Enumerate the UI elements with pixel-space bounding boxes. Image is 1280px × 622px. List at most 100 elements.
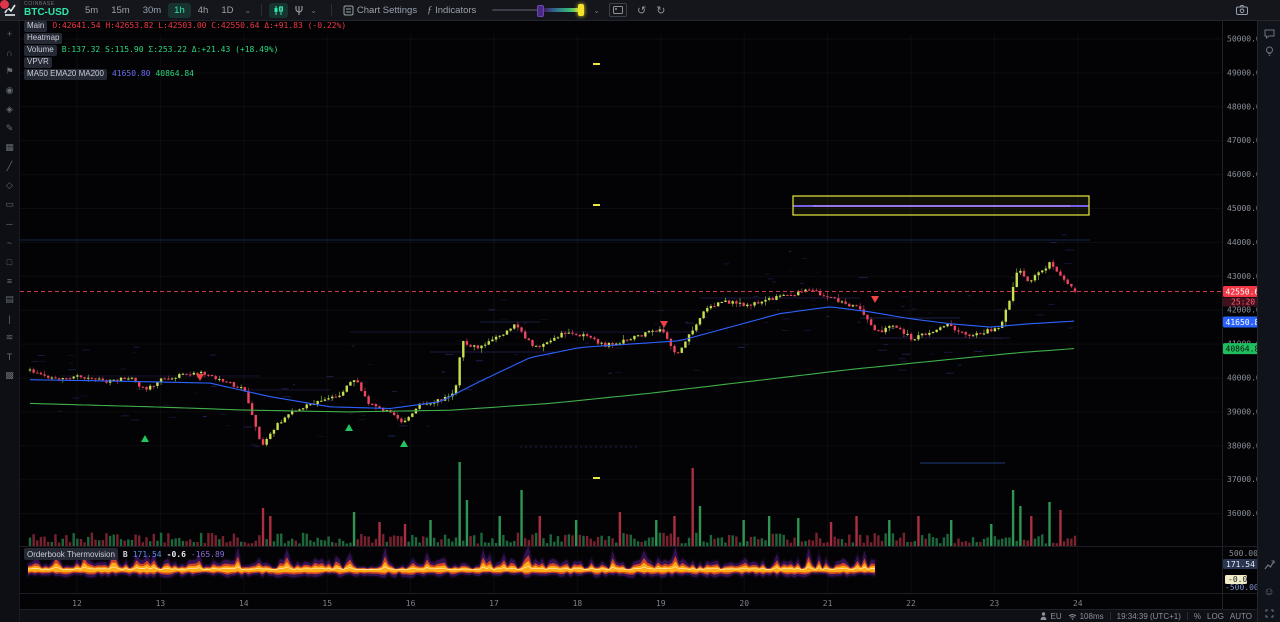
sentiment-smiley-icon[interactable]: ☺: [1263, 586, 1275, 598]
pencil-lock-tool[interactable]: ✎: [5, 123, 14, 133]
volume-values: B:137.32 S:115.90 Σ:253.22 Δ:+21.43 (+18…: [61, 45, 279, 54]
rectangle-tool[interactable]: □: [6, 256, 13, 267]
svg-text:17: 17: [489, 599, 499, 608]
alert-mark[interactable]: [593, 204, 600, 206]
region-label: EU: [1050, 611, 1062, 621]
fullscreen-icon[interactable]: [1262, 606, 1276, 620]
app-logo[interactable]: [0, 0, 20, 20]
ma200-price-badge: [1223, 343, 1258, 355]
timeframe-30m[interactable]: 30m: [137, 3, 167, 18]
camera-icon: [1236, 5, 1248, 15]
alert-mark[interactable]: [593, 63, 600, 65]
ohlc-values: O:42641.54 H:42653.82 L:42503.00 C:42550…: [52, 21, 347, 30]
chart-canvas[interactable]: 50000.00 49000.00 48000.00 47000.00 46000.00…: [20, 20, 1258, 622]
symbol-block[interactable]: COINBASE BTC-USD: [24, 2, 69, 18]
undo-button[interactable]: ↺: [633, 2, 650, 19]
indicators-button[interactable]: ƒ Indicators: [423, 3, 480, 18]
screenshot-button[interactable]: [1232, 3, 1252, 17]
timeframe-chevron-icon[interactable]: ⌄: [244, 5, 252, 15]
svg-text:48000.00: 48000.00: [1227, 102, 1258, 111]
svg-text:12: 12: [72, 599, 82, 608]
svg-text:41650.80: 41650.80: [1226, 318, 1259, 327]
text-tool[interactable]: T: [6, 351, 13, 362]
timeframe-1D[interactable]: 1D: [215, 3, 239, 18]
connection-latency[interactable]: 108ms: [1068, 612, 1104, 621]
top-toolbar: COINBASE BTC-USD 5m 15m 30m 1h 4h 1D ⌄ ⌄ Char…: [0, 0, 1280, 21]
redo-button[interactable]: ↻: [652, 2, 669, 19]
svg-text:49000.00: 49000.00: [1227, 68, 1258, 77]
legend-row-volume: Volume B:137.32 S:115.90 Σ:253.22 Δ:+21.…: [24, 44, 346, 56]
alert-mark[interactable]: [593, 477, 600, 479]
thermovision-badge[interactable]: Orderbook Thermovision: [24, 548, 118, 560]
ema20-legend-value: 41650.80: [111, 69, 151, 78]
eraser-tool[interactable]: ▭: [5, 199, 14, 209]
svg-text:14: 14: [239, 599, 249, 608]
status-bar: EU 108ms 19:34:39 (UTC+1) % LOG AUTO: [20, 609, 1258, 622]
right-sidebar: ☺: [1257, 0, 1280, 622]
polyline-tool[interactable]: ◇: [6, 180, 13, 190]
legend-row-vpvr: VPVR: [24, 56, 346, 68]
thermo-ask-value: -165.89: [190, 549, 225, 559]
drawing-yellow-rectangle[interactable]: [792, 195, 1090, 216]
logo-glyph: [4, 4, 16, 16]
auto-scale-toggle[interactable]: AUTO: [1229, 611, 1252, 621]
clock[interactable]: 19:34:39 (UTC+1): [1116, 611, 1181, 621]
thermovision-flame: [26, 541, 877, 580]
timeframe-4h[interactable]: 4h: [192, 3, 215, 18]
main-series-badge[interactable]: Main: [24, 20, 48, 32]
svg-text:45000.00: 45000.00: [1227, 204, 1258, 213]
legend-row-main: Main O:42641.54 H:42653.82 L:42503.00 C:…: [24, 20, 347, 32]
chart-settings-button[interactable]: Chart Settings: [339, 3, 421, 18]
stats-icon[interactable]: [1262, 558, 1276, 572]
heatmap-badge[interactable]: Heatmap: [24, 32, 63, 44]
latency-label: 108ms: [1079, 611, 1104, 621]
price-axis[interactable]: 50000.00 49000.00 48000.00 47000.00 46000.00…: [1223, 35, 1258, 593]
svg-text:18: 18: [573, 599, 583, 608]
divider: [1109, 612, 1111, 620]
magnet-tool[interactable]: ∩: [6, 47, 13, 58]
ray-tool[interactable]: ─: [6, 218, 13, 229]
chart-settings-label: Chart Settings: [356, 4, 418, 16]
slider-handle-high[interactable]: [578, 4, 585, 16]
orderflow-mode-button[interactable]: ⌄: [290, 3, 324, 18]
ma-badge[interactable]: MA50 EMA20 MA200: [24, 68, 107, 80]
timeframe-group: 5m 15m 30m 1h 4h 1D: [79, 2, 239, 18]
fib-lines-tool[interactable]: ≡: [6, 275, 13, 286]
time-axis[interactable]: 12 13 14 15 16 17 18 19 20 21 22 23 24: [72, 599, 1083, 608]
pattern-tool[interactable]: ▩: [5, 370, 14, 380]
crosshair-tool[interactable]: +: [6, 28, 13, 39]
thermo-mid-value: -0.6: [166, 549, 186, 559]
percent-scale-toggle[interactable]: %: [1193, 611, 1202, 621]
flag-tool[interactable]: ⚑: [5, 66, 14, 76]
log-scale-toggle[interactable]: LOG: [1207, 611, 1224, 621]
candlestick-style-button[interactable]: [269, 2, 289, 18]
trendline-tool[interactable]: ╱: [6, 161, 13, 171]
bin-tool[interactable]: ▦: [5, 142, 14, 152]
timeframe-15m[interactable]: 15m: [105, 3, 135, 18]
timeframe-5m[interactable]: 5m: [79, 3, 104, 18]
eye-tool[interactable]: ◉: [5, 85, 14, 95]
slider-handle-low[interactable]: [537, 5, 545, 17]
channel-tool[interactable]: ≋: [5, 332, 14, 342]
chat-icon[interactable]: [1262, 27, 1276, 41]
ideas-lightbulb-icon[interactable]: [1262, 44, 1276, 58]
svg-text:36000.00: 36000.00: [1227, 509, 1258, 518]
brush-tool[interactable]: ~: [6, 237, 13, 248]
server-region[interactable]: EU: [1040, 611, 1062, 621]
grid-tool[interactable]: ▤: [5, 294, 14, 304]
vline-tool[interactable]: |: [8, 313, 11, 324]
timeframe-1h[interactable]: 1h: [168, 2, 191, 18]
volume-badge[interactable]: Volume: [24, 44, 57, 56]
undo-icon: ↺: [636, 4, 647, 17]
shape-tool[interactable]: ◈: [6, 104, 13, 114]
ma200-legend-value: 40864.84: [155, 69, 194, 78]
heatmap-intensity-slider[interactable]: [492, 4, 585, 17]
slider-chevron-icon[interactable]: ⌄: [593, 5, 600, 15]
image-icon: [608, 3, 627, 17]
snapshot-mode-button[interactable]: [605, 1, 631, 19]
svg-text:-500.00: -500.00: [1225, 583, 1258, 592]
vpvr-badge[interactable]: VPVR: [24, 56, 52, 68]
thermo-prefix: B: [122, 549, 128, 559]
svg-text:40864.84: 40864.84: [1226, 344, 1259, 353]
